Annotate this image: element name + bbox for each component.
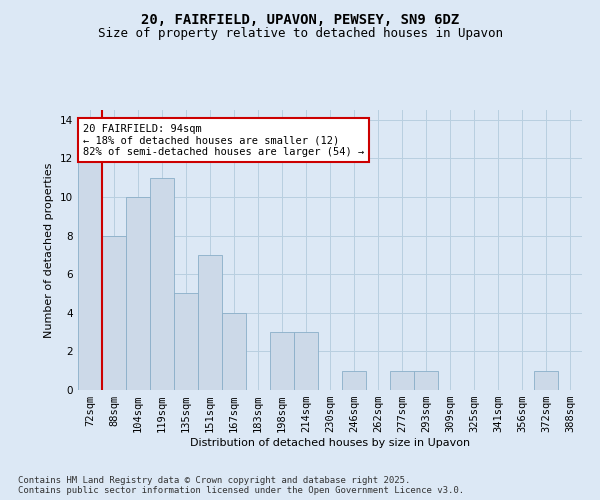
Bar	[102, 236, 126, 390]
Bar	[270, 332, 294, 390]
Text: 20, FAIRFIELD, UPAVON, PEWSEY, SN9 6DZ: 20, FAIRFIELD, UPAVON, PEWSEY, SN9 6DZ	[141, 12, 459, 26]
Bar	[294, 332, 318, 390]
Text: Contains HM Land Registry data © Crown copyright and database right 2025.
Contai: Contains HM Land Registry data © Crown c…	[18, 476, 464, 495]
X-axis label: Distribution of detached houses by size in Upavon: Distribution of detached houses by size …	[190, 438, 470, 448]
Bar	[222, 313, 246, 390]
Bar	[390, 370, 414, 390]
Bar	[198, 255, 222, 390]
Bar	[174, 294, 198, 390]
Text: 20 FAIRFIELD: 94sqm
← 18% of detached houses are smaller (12)
82% of semi-detach: 20 FAIRFIELD: 94sqm ← 18% of detached ho…	[83, 124, 364, 156]
Bar	[534, 370, 558, 390]
Bar	[342, 370, 366, 390]
Y-axis label: Number of detached properties: Number of detached properties	[44, 162, 55, 338]
Bar	[126, 197, 150, 390]
Bar	[414, 370, 438, 390]
Bar	[150, 178, 174, 390]
Text: Size of property relative to detached houses in Upavon: Size of property relative to detached ho…	[97, 28, 503, 40]
Bar	[78, 158, 102, 390]
